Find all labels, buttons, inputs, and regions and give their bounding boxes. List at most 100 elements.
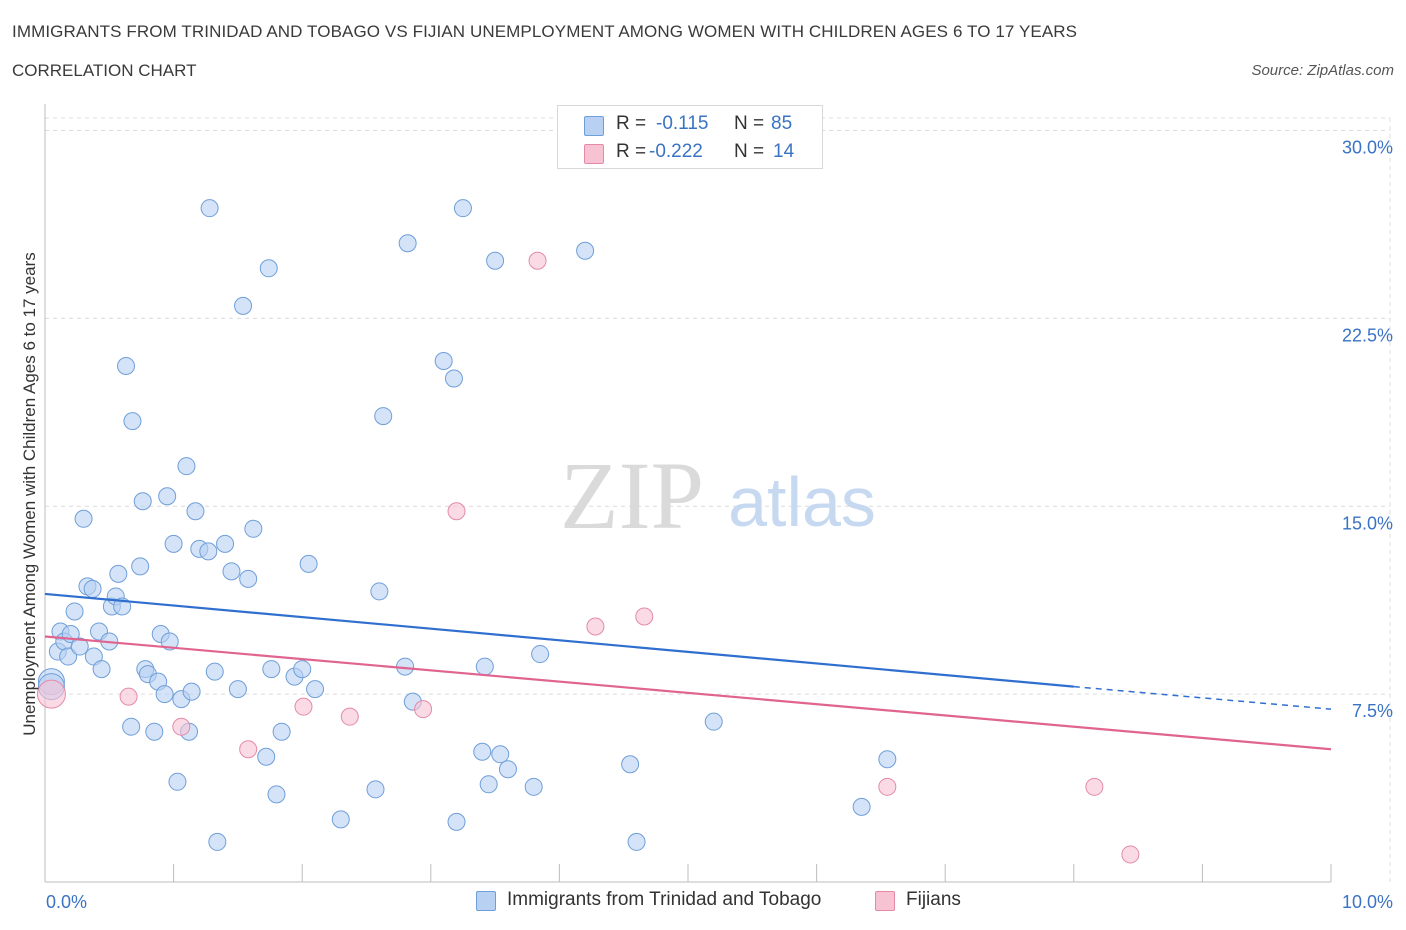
point-fijians bbox=[36, 679, 66, 709]
x-tick-label: 10.0% bbox=[1342, 892, 1393, 912]
point-immigrants bbox=[627, 832, 646, 851]
point-immigrants bbox=[257, 747, 276, 766]
point-immigrants bbox=[92, 660, 111, 679]
points-layer bbox=[36, 199, 1140, 864]
point-immigrants bbox=[267, 785, 286, 804]
point-immigrants bbox=[234, 296, 253, 315]
point-immigrants bbox=[704, 712, 723, 731]
point-immigrants bbox=[145, 722, 164, 741]
point-immigrants bbox=[109, 564, 128, 583]
point-immigrants bbox=[122, 717, 141, 736]
point-immigrants bbox=[475, 657, 494, 676]
point-immigrants bbox=[186, 502, 205, 521]
legend-n-value: 14 bbox=[773, 141, 795, 162]
y-axis-label: Unemployment Among Women with Children A… bbox=[20, 252, 39, 736]
point-fijians bbox=[119, 687, 138, 706]
point-immigrants bbox=[262, 660, 281, 679]
point-immigrants bbox=[331, 810, 350, 829]
point-immigrants bbox=[447, 812, 466, 831]
y-tick-label: 22.5% bbox=[1342, 325, 1393, 345]
point-immigrants bbox=[370, 582, 389, 601]
trendline-immigrants-extension bbox=[1073, 685, 1332, 710]
point-immigrants bbox=[164, 534, 183, 553]
chart-subtitle: CORRELATION CHART bbox=[12, 61, 197, 80]
point-immigrants bbox=[299, 554, 318, 573]
point-immigrants bbox=[123, 412, 142, 431]
point-immigrants bbox=[444, 369, 463, 388]
point-immigrants bbox=[852, 797, 871, 816]
point-fijians bbox=[635, 607, 654, 626]
y-tick-label: 15.0% bbox=[1342, 513, 1393, 533]
trendline-fijians bbox=[44, 635, 1332, 751]
legend-r-label: R = bbox=[616, 141, 647, 162]
point-immigrants bbox=[65, 602, 84, 621]
legend-row-immigrants: R = -0.115 N = 85 bbox=[558, 113, 822, 137]
legend-row-fijians: R = -0.222 N = 14 bbox=[558, 141, 822, 165]
point-immigrants bbox=[366, 780, 385, 799]
series-swatch-pink bbox=[875, 891, 895, 911]
series-label-immigrants: Immigrants from Trinidad and Tobago bbox=[507, 889, 822, 910]
legend-n-label: N = bbox=[734, 141, 765, 162]
watermark-zip: ZIP bbox=[560, 442, 704, 549]
point-immigrants bbox=[205, 662, 224, 681]
y-tick-label: 7.5% bbox=[1352, 701, 1393, 721]
y-tick-label: 30.0% bbox=[1342, 138, 1393, 158]
point-fijians bbox=[528, 251, 547, 270]
point-immigrants bbox=[244, 519, 263, 538]
point-immigrants bbox=[473, 742, 492, 761]
point-immigrants bbox=[59, 647, 78, 666]
legend-swatch-pink bbox=[584, 144, 604, 164]
point-immigrants bbox=[498, 760, 517, 779]
point-immigrants bbox=[200, 199, 219, 218]
legend-r-value: -0.222 bbox=[649, 141, 703, 162]
point-immigrants bbox=[878, 750, 897, 769]
source-label: Source: ZipAtlas.com bbox=[1251, 62, 1394, 79]
point-immigrants bbox=[208, 832, 227, 851]
point-immigrants bbox=[222, 562, 241, 581]
point-immigrants bbox=[155, 685, 174, 704]
point-immigrants bbox=[199, 542, 218, 561]
point-fijians bbox=[447, 502, 466, 521]
point-immigrants bbox=[228, 680, 247, 699]
point-immigrants bbox=[168, 772, 187, 791]
point-immigrants bbox=[182, 682, 201, 701]
point-immigrants bbox=[259, 259, 278, 278]
correlation-legend: R = -0.115 N = 85 R = -0.222 N = 14 bbox=[557, 105, 823, 169]
chart-title: IMMIGRANTS FROM TRINIDAD AND TOBAGO VS F… bbox=[12, 22, 1078, 41]
point-immigrants bbox=[293, 660, 312, 679]
legend-r-value: -0.115 bbox=[656, 113, 709, 134]
legend-n-value: 85 bbox=[771, 113, 793, 134]
point-immigrants bbox=[160, 632, 179, 651]
point-immigrants bbox=[70, 637, 89, 656]
point-immigrants bbox=[133, 492, 152, 511]
series-label-fijians: Fijians bbox=[906, 889, 961, 910]
point-immigrants bbox=[486, 251, 505, 270]
point-immigrants bbox=[216, 534, 235, 553]
legend-n-label: N = bbox=[734, 113, 765, 134]
point-immigrants bbox=[239, 569, 258, 588]
point-fijians bbox=[172, 717, 191, 736]
point-fijians bbox=[340, 707, 359, 726]
point-immigrants bbox=[434, 351, 453, 370]
x-tick-label: 0.0% bbox=[46, 892, 87, 912]
point-fijians bbox=[239, 740, 258, 759]
point-immigrants bbox=[374, 407, 393, 426]
point-immigrants bbox=[576, 241, 595, 260]
point-immigrants bbox=[531, 645, 550, 664]
point-immigrants bbox=[272, 722, 291, 741]
trend-layer bbox=[44, 592, 1332, 751]
axis-layer: 7.5% 15.0% 22.5% 30.0% 0.0% 10.0% bbox=[44, 104, 1393, 912]
point-fijians bbox=[586, 617, 605, 636]
legend-r-label: R = bbox=[616, 113, 647, 134]
point-immigrants bbox=[524, 777, 543, 796]
point-immigrants bbox=[117, 356, 136, 375]
point-fijians bbox=[878, 777, 897, 796]
point-immigrants bbox=[453, 199, 472, 218]
trendline-immigrants bbox=[44, 592, 1074, 688]
point-immigrants bbox=[398, 234, 417, 253]
point-immigrants bbox=[479, 775, 498, 794]
point-fijians bbox=[414, 700, 433, 719]
point-fijians bbox=[294, 697, 313, 716]
watermark: ZIP atlas bbox=[560, 442, 876, 549]
point-immigrants bbox=[306, 680, 325, 699]
